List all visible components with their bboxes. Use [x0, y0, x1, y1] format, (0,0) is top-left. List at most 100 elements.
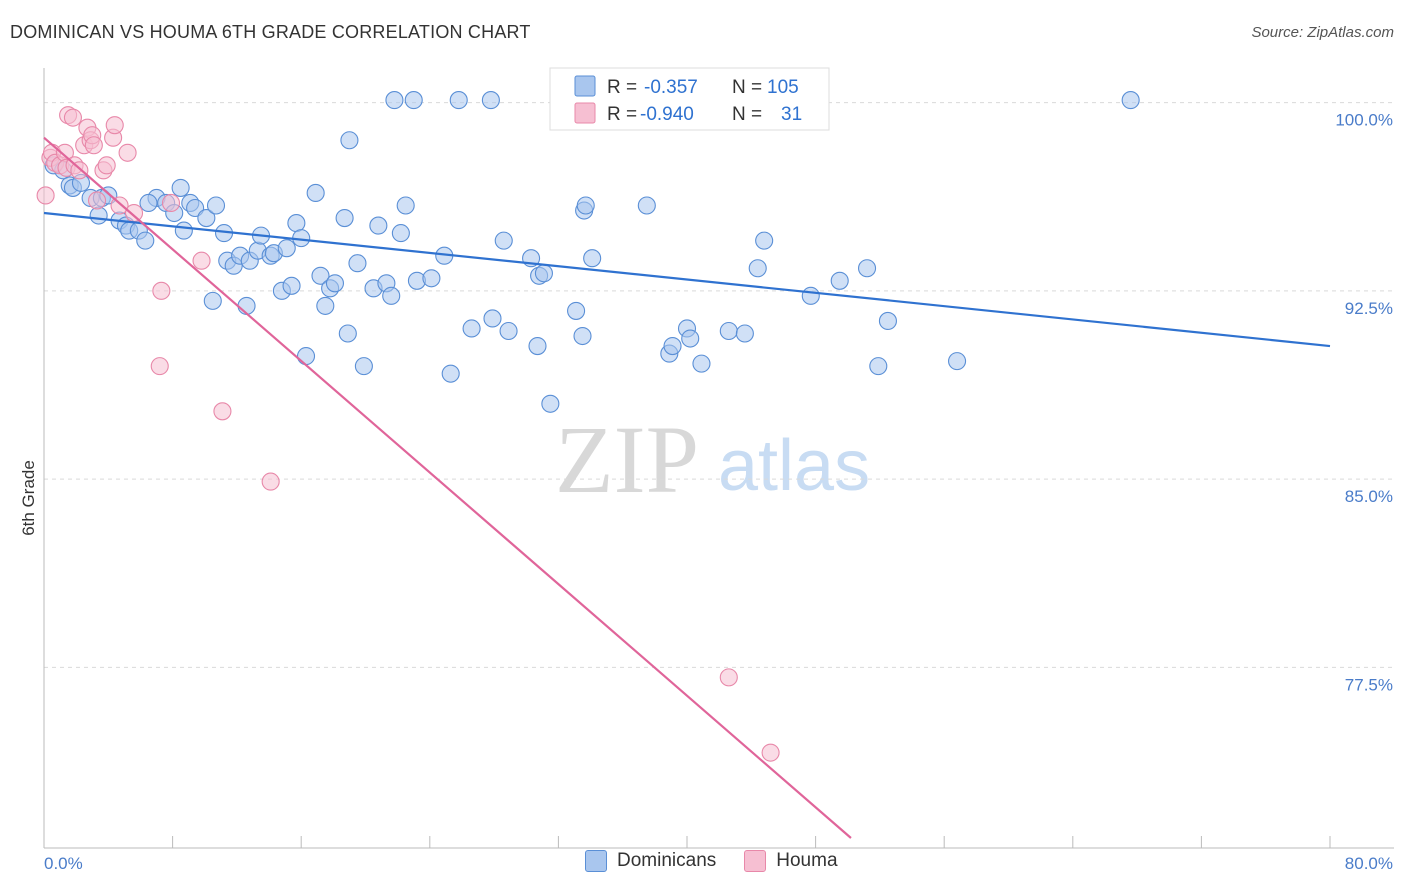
dominicans-point-92	[857, 259, 877, 278]
dominicans-point-36	[277, 239, 296, 258]
bottom-legend-label-dominicans: Dominicans	[617, 850, 717, 871]
dominicans-point-23	[203, 291, 222, 310]
bottom-legend: Dominicans Houma	[585, 850, 866, 872]
source-note: Source: ZipAtlas.com	[1251, 24, 1394, 41]
top-legend: R = -0.357 N = 105 R = -0.940 N = 31	[549, 67, 830, 131]
dominicans-point-55	[385, 91, 404, 110]
dominicans-point-73	[541, 394, 560, 413]
dominicans-point-50	[354, 357, 373, 376]
dominicans-point-22	[197, 208, 216, 228]
dominicans-point-18	[171, 178, 190, 197]
dominicans-point-90	[801, 286, 820, 305]
dominicans-point-52	[369, 216, 388, 235]
houma-point-26	[192, 251, 211, 270]
dominicans-point-84	[681, 329, 700, 348]
gridlines	[44, 102, 1394, 668]
dominicans-point-82	[663, 337, 682, 356]
dominicans-point-62	[441, 364, 460, 383]
legend-n-label-0: N =	[732, 77, 762, 98]
y-tick-label-3: 77.5%	[1345, 675, 1393, 694]
trend-lines	[43, 136, 1331, 839]
dominicans-point-70	[528, 337, 547, 356]
dominicans-point-67	[494, 231, 513, 250]
dominicans-point-40	[296, 347, 316, 366]
bottom-legend-swatch-houma	[744, 850, 767, 872]
dominicans-point-72	[534, 264, 553, 283]
dominicans-point-94	[878, 311, 897, 331]
dominicans-point-38	[287, 214, 306, 233]
bottom-legend-swatch-dominicans	[585, 850, 607, 872]
legend-swatch-dominicans	[574, 75, 596, 97]
legend-r-label-1: R =	[607, 104, 637, 125]
dominicans-point-79	[583, 249, 602, 268]
dominicans-point-64	[462, 319, 481, 338]
houma-point-24	[152, 281, 171, 300]
y-tick-label-1: 92.5%	[1345, 299, 1393, 318]
dominicans-point-56	[391, 224, 410, 243]
dominicans-point-46	[335, 208, 354, 228]
houma-point-25	[161, 193, 181, 213]
watermark-atlas: atlas	[718, 426, 870, 506]
houma-point-29	[261, 472, 280, 491]
dominicans-point-85	[692, 354, 711, 373]
legend-r-value-1: -0.940	[640, 104, 694, 125]
dominicans-point-13	[136, 231, 155, 250]
dominicans-point-76	[573, 326, 592, 346]
bottom-legend-item-houma: Houma	[744, 850, 838, 872]
dominicans-point-29	[237, 296, 256, 315]
houma-point-15	[84, 136, 103, 155]
dominicans-point-75	[567, 301, 586, 320]
dominicans-point-66	[483, 309, 502, 328]
dominicans-point-96	[1121, 91, 1140, 110]
dominicans-point-88	[748, 259, 767, 278]
trend-line-dominicans	[43, 211, 1331, 348]
dominicans-point-60	[422, 269, 441, 288]
dominicans-point-15	[139, 193, 158, 213]
dominicans-point-37	[282, 276, 301, 295]
dominicans-point-80	[637, 196, 656, 215]
houma-point-31	[761, 743, 780, 762]
trend-line-houma	[43, 136, 852, 839]
dominicans-point-91	[830, 271, 849, 290]
legend-r-label-0: R =	[607, 77, 637, 98]
x-tick-label-0: 0.0%	[44, 854, 83, 873]
houma-point-21	[110, 196, 129, 215]
legend-n-value-0: 105	[767, 77, 799, 98]
y-tick-labels: 100.0% 92.5% 85.0% 77.5%	[1335, 111, 1393, 695]
legend-n-label-1: N =	[732, 104, 762, 125]
dominicans-point-68	[499, 321, 518, 341]
series-dominicans	[44, 91, 1140, 413]
chart-title: DOMINICAN VS HOUMA 6TH GRADE CORRELATION…	[10, 22, 531, 42]
houma-point-22	[118, 143, 137, 162]
dominicans-point-49	[348, 254, 367, 273]
dominicans-point-57	[396, 196, 415, 215]
houma-point-28	[213, 402, 232, 421]
x-tick-labels: 0.0% 80.0%	[44, 854, 1393, 873]
series-houma	[36, 106, 780, 762]
dominicans-point-58	[404, 91, 423, 110]
watermark-zip: ZIP	[555, 406, 699, 513]
dominicans-point-93	[869, 357, 888, 376]
houma-point-27	[150, 357, 169, 376]
dominicans-point-95	[948, 352, 967, 371]
y-tick-label-0: 100.0%	[1335, 111, 1393, 130]
x-tick-label-1: 80.0%	[1345, 854, 1393, 873]
dominicans-point-41	[306, 183, 325, 202]
dominicans-point-47	[338, 324, 357, 343]
houma-point-20	[105, 116, 124, 135]
dominicans-point-19	[174, 221, 193, 240]
legend-swatch-houma	[574, 102, 596, 124]
y-tick-label-2: 85.0%	[1345, 487, 1393, 506]
y-axis-label: 6th Grade	[19, 460, 38, 536]
dominicans-point-63	[449, 91, 468, 110]
houma-point-30	[719, 668, 738, 687]
legend-r-value-0: -0.357	[644, 77, 698, 98]
dominicans-point-45	[325, 274, 345, 293]
top-legend-box	[549, 67, 830, 131]
dominicans-point-78	[576, 196, 595, 215]
dominicans-point-48	[340, 131, 359, 150]
houma-point-8	[63, 108, 82, 127]
dominicans-point-43	[316, 296, 335, 315]
houma-point-0	[36, 186, 55, 205]
